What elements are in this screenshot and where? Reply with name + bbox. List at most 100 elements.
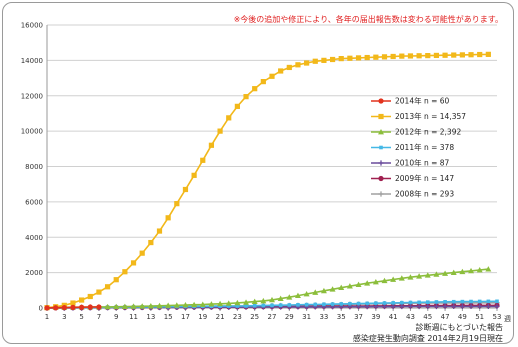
legend-item: 2013年 n = 14,357 [371, 111, 466, 121]
data-point [261, 303, 266, 308]
data-point [165, 302, 172, 308]
data-point [408, 300, 413, 305]
data-point [407, 274, 414, 280]
x-tick-label: 47 [441, 313, 450, 321]
data-point [495, 299, 499, 304]
data-point [451, 299, 456, 304]
data-point [87, 304, 93, 310]
legend-item: 2011年 n = 378 [371, 142, 454, 152]
x-tick-label: 23 [233, 313, 242, 321]
data-point [147, 303, 154, 309]
data-point [330, 302, 335, 306]
x-tick-label: 13 [146, 313, 155, 321]
series-line [46, 53, 489, 309]
legend-marker [378, 175, 384, 182]
series-0 [44, 304, 102, 311]
data-point [199, 301, 206, 307]
y-tick-label: 14000 [21, 57, 43, 65]
x-tick-label: 43 [406, 313, 415, 321]
data-point [477, 51, 483, 58]
data-point [398, 275, 405, 281]
data-point [486, 299, 491, 304]
legend-item: 2012年 n = 2,392 [371, 127, 461, 137]
data-point [469, 299, 473, 304]
data-point [477, 303, 483, 310]
x-tick-label: 29 [285, 313, 294, 321]
data-point [365, 301, 369, 306]
data-point [104, 303, 111, 310]
data-point [407, 303, 414, 310]
series-layer [44, 51, 500, 311]
x-tick-label: 33 [319, 313, 328, 321]
data-point [122, 269, 128, 275]
data-point [399, 53, 405, 59]
x-tick-label: 15 [164, 313, 173, 321]
data-point [269, 73, 275, 79]
series-2 [44, 266, 492, 310]
data-point [130, 303, 137, 309]
data-point [346, 283, 353, 289]
data-point [477, 299, 482, 304]
data-point [381, 303, 388, 310]
chart-note: ※今後の追加や修正により、各年の届出報告数は変わる可能性があります。 [234, 14, 503, 24]
data-point [235, 304, 240, 308]
data-point [304, 302, 309, 307]
x-tick-label: 25 [250, 313, 259, 321]
x-tick-label: 41 [389, 313, 398, 321]
legend-label: 2013年 n = 14,357 [395, 111, 466, 121]
data-point [278, 303, 283, 307]
data-point [399, 303, 405, 310]
data-point [260, 79, 266, 85]
x-tick-label: 11 [129, 313, 138, 321]
data-point [225, 300, 232, 306]
legend-marker [378, 98, 384, 104]
data-point [442, 270, 449, 276]
data-point [139, 303, 146, 309]
data-point [442, 52, 448, 58]
data-point [320, 287, 327, 294]
data-point [443, 300, 447, 304]
data-point [174, 201, 180, 207]
data-point [442, 303, 448, 310]
x-tick-label: 49 [458, 313, 467, 321]
data-point [286, 64, 292, 71]
data-point [364, 280, 371, 286]
data-point [53, 305, 59, 311]
series-line [46, 268, 489, 309]
data-point [191, 172, 197, 178]
data-point [373, 54, 379, 60]
data-point [494, 303, 500, 310]
x-tick-label: 7 [97, 313, 101, 321]
data-point [234, 299, 241, 306]
data-point [382, 301, 387, 305]
legend-item: 2009年 n = 147 [371, 173, 454, 183]
data-point [459, 268, 466, 275]
data-point [434, 300, 439, 304]
data-point [104, 284, 111, 290]
x-tick-label: 1 [45, 313, 49, 321]
legend-label: 2009年 n = 147 [395, 173, 454, 183]
data-point [347, 55, 353, 61]
data-point [416, 303, 422, 310]
x-tick-label: 45 [423, 313, 432, 321]
data-point [251, 298, 258, 305]
legend-label: 2014年 n = 60 [395, 96, 450, 106]
data-point [390, 303, 396, 310]
data-point [260, 297, 267, 304]
x-tick-label: 21 [216, 313, 225, 321]
data-point [217, 128, 223, 134]
x-tick-label: 3 [62, 313, 66, 321]
data-point [252, 86, 258, 92]
source-line-1: 診断週にもとづいた報告 [415, 322, 503, 332]
data-point [156, 302, 163, 309]
data-point [416, 273, 423, 279]
x-tick-label: 35 [337, 313, 346, 321]
data-point [269, 296, 275, 303]
data-point [182, 186, 189, 193]
data-point [339, 302, 344, 306]
data-point [312, 58, 318, 64]
data-point [451, 52, 457, 58]
y-tick-label: 6000 [25, 198, 43, 206]
x-tick-label: 17 [181, 313, 190, 321]
legend: 2014年 n = 60 2013年 n = 14,357 2012年 n = 2,… [371, 96, 466, 199]
